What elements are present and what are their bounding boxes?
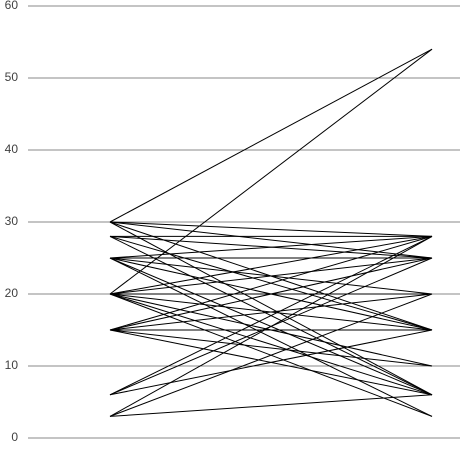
series-line — [109, 235, 433, 259]
y-tick-label: 40 — [5, 142, 19, 156]
series-line — [109, 235, 433, 396]
series-line — [109, 235, 433, 295]
series-line — [109, 329, 433, 367]
series-line — [109, 394, 433, 417]
series-line — [109, 221, 433, 396]
series-line — [109, 293, 433, 396]
series-line — [109, 329, 433, 396]
y-tick-label: 30 — [5, 214, 19, 228]
series-line — [109, 235, 433, 331]
series-line — [109, 221, 433, 237]
y-tick-label: 0 — [11, 430, 18, 444]
y-tick-label: 20 — [5, 286, 19, 300]
series-line — [109, 257, 433, 417]
series-line — [109, 48, 433, 223]
y-tick-label: 50 — [5, 70, 19, 84]
series-line — [109, 257, 433, 331]
series-line — [109, 257, 433, 295]
y-tick-label: 10 — [5, 358, 19, 372]
series-line — [109, 293, 433, 417]
y-tick-label: 60 — [5, 0, 19, 12]
series-line — [109, 235, 433, 417]
series-line — [109, 48, 433, 295]
series-line — [109, 293, 433, 331]
